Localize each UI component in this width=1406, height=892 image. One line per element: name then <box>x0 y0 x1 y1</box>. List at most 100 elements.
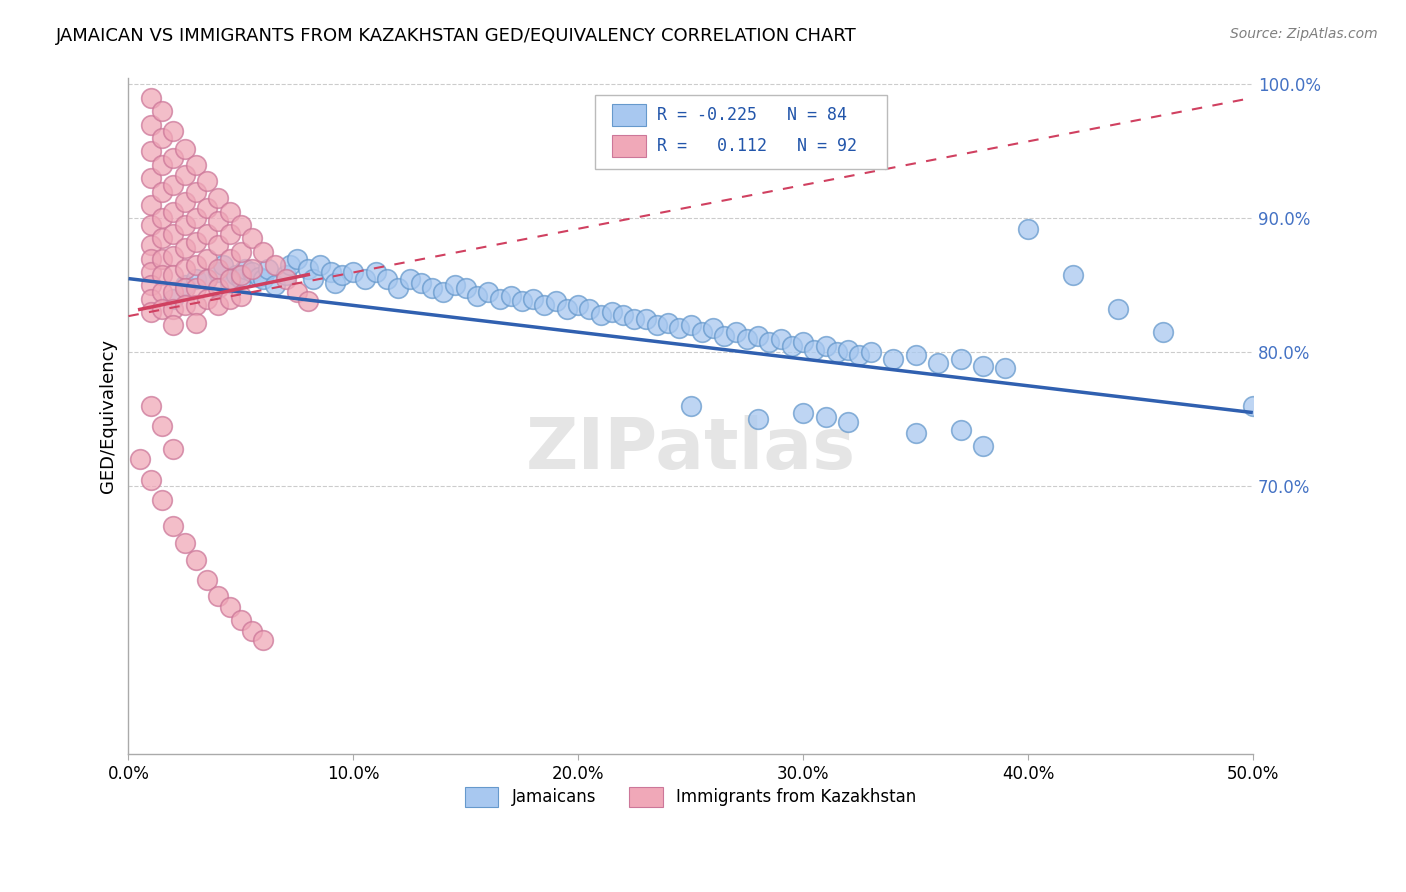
Point <box>173 241 195 255</box>
Point <box>139 292 162 306</box>
Point <box>173 298 195 312</box>
Point <box>319 265 342 279</box>
Point <box>218 599 240 614</box>
Point <box>330 268 353 282</box>
Point <box>173 142 195 156</box>
Point <box>184 211 207 226</box>
Point <box>623 311 645 326</box>
Point <box>139 118 162 132</box>
Point <box>150 131 173 145</box>
Text: R =   0.112   N = 92: R = 0.112 N = 92 <box>657 137 856 155</box>
Point <box>364 265 387 279</box>
Point <box>162 519 184 533</box>
Point <box>229 268 252 282</box>
Point <box>235 262 257 277</box>
Text: R = -0.225   N = 84: R = -0.225 N = 84 <box>657 106 846 124</box>
Point <box>184 235 207 250</box>
Point <box>375 271 398 285</box>
Point <box>162 318 184 333</box>
Point <box>139 265 162 279</box>
Point <box>207 238 229 252</box>
Point <box>702 321 724 335</box>
Point <box>162 204 184 219</box>
Point <box>218 204 240 219</box>
Point <box>139 198 162 212</box>
Point <box>297 294 319 309</box>
Point <box>139 399 162 413</box>
Point <box>207 262 229 277</box>
Point <box>240 265 263 279</box>
Point <box>162 292 184 306</box>
Point <box>949 351 972 366</box>
Point <box>780 338 803 352</box>
Point <box>173 535 195 549</box>
Point <box>769 332 792 346</box>
Point <box>1017 222 1039 236</box>
Point <box>927 356 949 370</box>
Point <box>257 262 280 277</box>
Point <box>162 285 184 299</box>
Point <box>589 308 612 322</box>
Point <box>162 442 184 456</box>
Point <box>207 265 229 279</box>
Point <box>252 244 274 259</box>
Point <box>139 305 162 319</box>
Point <box>274 271 297 285</box>
Point <box>420 281 443 295</box>
Point <box>1241 399 1264 413</box>
Point <box>139 252 162 266</box>
Point <box>578 302 600 317</box>
Point <box>150 104 173 119</box>
Point <box>713 329 735 343</box>
Point <box>212 258 235 272</box>
Point <box>499 289 522 303</box>
Text: JAMAICAN VS IMMIGRANTS FROM KAZAKHSTAN GED/EQUIVALENCY CORRELATION CHART: JAMAICAN VS IMMIGRANTS FROM KAZAKHSTAN G… <box>56 27 858 45</box>
Point <box>184 553 207 567</box>
Point <box>848 348 870 362</box>
Point <box>184 316 207 330</box>
Point <box>150 158 173 172</box>
Point <box>443 278 465 293</box>
Point <box>225 268 247 282</box>
Point <box>949 423 972 437</box>
Legend: Jamaicans, Immigrants from Kazakhstan: Jamaicans, Immigrants from Kazakhstan <box>458 780 922 814</box>
Point <box>162 302 184 317</box>
Point <box>150 211 173 226</box>
Point <box>488 292 510 306</box>
Point <box>274 268 297 282</box>
Point <box>184 271 207 285</box>
Point <box>173 195 195 210</box>
Point <box>972 359 994 373</box>
Point <box>162 151 184 165</box>
Point <box>173 281 195 295</box>
Point <box>184 185 207 199</box>
Point <box>1062 268 1084 282</box>
Point <box>218 271 240 285</box>
Point <box>690 325 713 339</box>
Point <box>814 338 837 352</box>
Point <box>162 268 184 282</box>
Point <box>229 613 252 627</box>
Point <box>567 298 589 312</box>
Point <box>387 281 409 295</box>
Point <box>308 258 330 272</box>
Point <box>634 311 657 326</box>
Point <box>139 278 162 293</box>
Point <box>173 218 195 232</box>
Point <box>325 276 347 290</box>
Point <box>184 258 207 272</box>
Point <box>229 244 252 259</box>
Point <box>477 285 499 299</box>
Point <box>162 249 184 263</box>
Point <box>150 252 173 266</box>
Point <box>735 332 758 346</box>
Point <box>263 278 285 293</box>
Point <box>285 252 308 266</box>
Point <box>229 271 252 285</box>
Point <box>195 227 218 242</box>
Point <box>184 298 207 312</box>
Point <box>724 325 747 339</box>
Point <box>218 276 240 290</box>
Point <box>195 271 218 285</box>
Point <box>837 343 859 357</box>
